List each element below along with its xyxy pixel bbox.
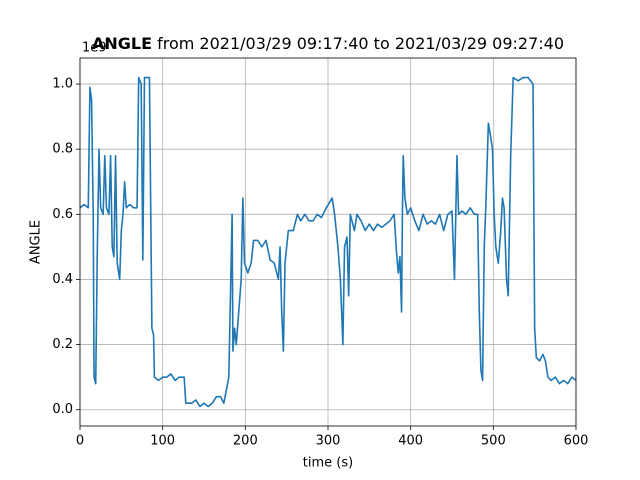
- y-tick-label: 1.0: [52, 77, 73, 92]
- x-tick-label: 0: [76, 434, 84, 449]
- y-tick-label: 0.2: [52, 337, 73, 352]
- plot-frame: [79, 57, 577, 427]
- x-tick-label: 100: [150, 434, 175, 449]
- title-bold: ANGLE: [92, 34, 152, 53]
- y-tick-label: 0.8: [52, 142, 73, 157]
- y-axis-label: ANGLE: [29, 220, 44, 264]
- y-tick-label: 0.6: [52, 207, 73, 222]
- x-tick-label: 200: [233, 434, 258, 449]
- title-rest: from 2021/03/29 09:17:40 to 2021/03/29 0…: [157, 34, 564, 53]
- x-tick-label: 500: [481, 434, 506, 449]
- x-tick-label: 600: [564, 434, 589, 449]
- chart-title: ANGLE from 2021/03/29 09:17:40 to 2021/0…: [92, 34, 564, 53]
- x-tick-label: 400: [398, 434, 423, 449]
- x-tick-label: 300: [316, 434, 341, 449]
- x-axis-label: time (s): [303, 456, 353, 471]
- data-line: [80, 76, 576, 408]
- y-offset-label: 1e9: [82, 41, 107, 56]
- y-tick-label: 0.4: [52, 272, 73, 287]
- y-tick-label: 0.0: [52, 402, 73, 417]
